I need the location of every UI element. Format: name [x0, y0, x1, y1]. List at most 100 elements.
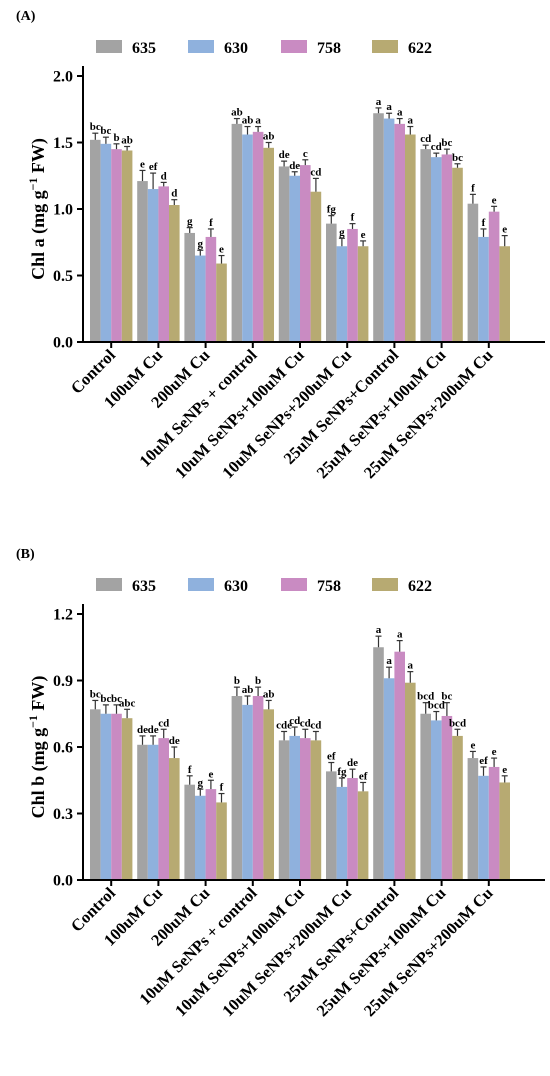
significance-label-622-1: abc	[119, 697, 136, 709]
significance-label-758-1: bc	[111, 693, 122, 705]
bar-758-1	[111, 713, 122, 880]
y-tick-label-2: 1.0	[53, 202, 73, 219]
bar-622-1	[121, 150, 133, 342]
bar-758-2	[158, 738, 169, 880]
bar-635-2	[137, 744, 148, 880]
significance-label-630-5: de	[289, 160, 300, 172]
y-tick-label-0: 0.0	[53, 873, 73, 890]
legend-swatch-635	[96, 578, 122, 591]
significance-label-630-8: cd	[431, 141, 442, 153]
significance-label-630-6: g	[339, 226, 345, 238]
significance-label-622-8: bcd	[449, 717, 466, 729]
bar-630-3	[195, 795, 206, 880]
bar-635-6	[326, 771, 337, 880]
bar-758-6	[347, 228, 358, 342]
significance-label-758-6: f	[351, 212, 355, 224]
bar-622-6	[357, 791, 369, 880]
significance-label-635-6: ef	[327, 751, 336, 763]
bar-635-8	[420, 149, 431, 342]
significance-label-622-8: bc	[452, 152, 463, 164]
significance-label-635-3: g	[187, 216, 193, 228]
bar-630-5	[289, 735, 300, 880]
bar-758-4	[252, 131, 264, 342]
significance-label-630-9: ef	[479, 755, 488, 767]
legend-label-758: 758	[317, 578, 341, 595]
bar-622-9	[499, 246, 510, 342]
significance-label-758-7: a	[397, 629, 403, 641]
bar-622-9	[499, 782, 510, 880]
significance-label-635-1: bc	[90, 121, 101, 133]
bar-635-7	[373, 113, 384, 343]
chart-panel-b: (B) 635 630 758 622 Chl b (mg g−1 FW) bc de f b cd…	[0, 538, 550, 1076]
bar-635-9	[467, 758, 479, 880]
bar-630-6	[336, 786, 348, 880]
bar-630-9	[478, 236, 489, 342]
significance-label-630-7: a	[386, 655, 392, 667]
significance-label-622-7: a	[408, 660, 414, 672]
bar-635-4	[231, 123, 243, 342]
significance-label-630-9: f	[482, 217, 486, 229]
significance-label-622-6: ef	[359, 770, 368, 782]
bar-758-4	[252, 696, 264, 880]
legend-swatch-635	[96, 40, 122, 53]
significance-label-758-9: e	[492, 746, 497, 758]
significance-label-635-9: e	[470, 739, 475, 751]
bar-635-6	[326, 223, 337, 342]
significance-label-630-4: ab	[242, 684, 254, 696]
significance-label-758-3: f	[209, 217, 213, 229]
significance-label-622-9: e	[502, 764, 507, 776]
bar-622-5	[310, 740, 322, 880]
y-tick-label-2: 0.6	[53, 740, 73, 757]
significance-label-622-4: ab	[263, 131, 275, 143]
significance-label-635-7: a	[376, 96, 382, 108]
significance-label-635-8: cd	[420, 133, 431, 145]
significance-label-622-4: ab	[263, 688, 275, 700]
significance-label-758-1: b	[113, 132, 119, 144]
bar-622-4	[263, 147, 274, 342]
significance-label-622-6: e	[361, 229, 366, 241]
bar-630-3	[195, 255, 206, 342]
bar-635-5	[278, 740, 290, 880]
bar-630-7	[383, 678, 395, 880]
significance-label-758-2: d	[161, 170, 167, 182]
significance-label-758-8: bc	[441, 691, 452, 703]
significance-label-630-1: bc	[100, 125, 111, 137]
bar-630-2	[147, 189, 159, 342]
significance-label-630-8: bcd	[428, 700, 445, 712]
significance-label-622-1: ab	[121, 134, 133, 146]
y-tick-label-1: 0.5	[53, 268, 73, 285]
bar-758-5	[300, 738, 311, 880]
bar-635-1	[90, 709, 101, 880]
bar-630-9	[478, 775, 489, 880]
significance-label-758-8: bc	[441, 137, 452, 149]
significance-label-630-5: cd	[289, 715, 300, 727]
bar-758-2	[158, 186, 169, 342]
significance-label-758-5: cd	[300, 717, 311, 729]
bar-758-9	[488, 211, 500, 342]
significance-label-635-5: cde	[276, 719, 292, 731]
significance-label-635-6: fg	[327, 204, 337, 216]
y-tick-label-3: 0.9	[53, 673, 73, 690]
bar-635-1	[90, 139, 101, 342]
bar-758-6	[347, 778, 358, 880]
y-axis-label: Chl b (mg g−1 FW)	[26, 676, 49, 819]
bar-630-7	[383, 118, 395, 342]
bar-630-6	[336, 246, 348, 342]
significance-label-635-3: f	[188, 764, 192, 776]
significance-label-758-2: cd	[158, 717, 169, 729]
bar-635-3	[184, 232, 195, 342]
legend-label-622: 622	[408, 578, 432, 595]
significance-label-635-8: bcd	[417, 691, 434, 703]
legend-label-622: 622	[408, 40, 432, 57]
significance-label-622-5: cd	[310, 166, 321, 178]
bar-630-4	[242, 134, 253, 342]
bar-758-3	[205, 789, 217, 880]
bar-758-1	[111, 149, 122, 342]
bar-630-8	[431, 720, 442, 880]
bar-758-7	[394, 651, 405, 880]
significance-label-758-4: a	[255, 115, 261, 127]
significance-label-630-3: g	[198, 238, 204, 250]
bar-635-8	[420, 713, 431, 880]
